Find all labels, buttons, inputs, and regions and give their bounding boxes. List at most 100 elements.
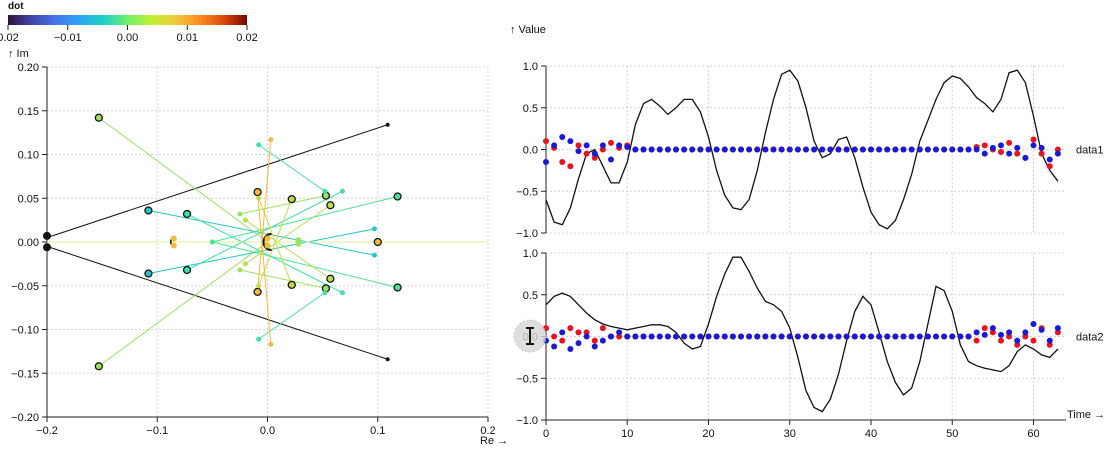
blue-point <box>640 333 647 340</box>
series-line <box>545 69 1059 230</box>
red-point <box>591 154 598 161</box>
red-point <box>608 139 614 146</box>
left-segment <box>245 204 331 265</box>
red-point <box>1022 333 1029 340</box>
blue-point <box>859 333 866 340</box>
blue-point <box>664 146 671 153</box>
blue-point <box>851 333 858 340</box>
right-y-tick-label: −1.0 <box>516 415 538 427</box>
red-point <box>989 329 996 336</box>
left-segment <box>186 190 343 271</box>
left-point <box>182 209 192 219</box>
blue-point <box>689 333 696 340</box>
blue-point <box>843 146 850 153</box>
blue-point <box>900 146 907 153</box>
blue-point <box>632 146 639 153</box>
right-y-tick-label: 0.5 <box>523 290 538 302</box>
colorbar-tick-label: 0.01 <box>177 32 198 44</box>
left-x-tick-label: 0.1 <box>370 425 385 437</box>
blue-point <box>616 142 623 149</box>
left-point <box>256 142 262 148</box>
blue-point <box>892 333 899 340</box>
blue-point <box>543 159 549 166</box>
left-axes: −0.2 −0.1 0.0 0.1 0.2 0.20 0.15 0.10 0.05 0.00 −0.… <box>11 62 495 437</box>
right-y-tick-label: 1.0 <box>523 248 538 260</box>
left-y-tick-label: −0.10 <box>11 325 39 337</box>
blue-point <box>859 146 866 153</box>
blue-point <box>811 146 818 153</box>
red-point <box>1046 341 1053 348</box>
blue-point <box>868 333 874 340</box>
right-y-tick-label: −1.0 <box>516 228 538 240</box>
red-point <box>1030 136 1037 143</box>
red-point <box>567 163 574 170</box>
red-point <box>599 325 606 332</box>
complex-plane-plot: −0.2 −0.1 0.0 0.1 0.2 0.20 0.15 0.10 0.05 0.00 −0.… <box>8 48 508 447</box>
blue-point <box>583 333 590 340</box>
blue-point <box>575 148 582 155</box>
left-point <box>209 239 215 245</box>
blue-point <box>989 144 996 151</box>
blue-point <box>1014 144 1021 151</box>
colorbar: dot 0.02 −0.01 0.00 0.01 0.02 <box>0 1 258 44</box>
blue-point <box>705 333 712 340</box>
colorbar-gradient <box>8 15 247 25</box>
blue-point <box>583 142 590 149</box>
left-y-tick-label: 0.05 <box>18 193 39 205</box>
right-axes: 1.00.50.0−0.5−1.0data11.00.50.0−0.5−1.0d… <box>516 61 1103 440</box>
blue-point <box>998 331 1004 338</box>
red-point <box>583 150 590 157</box>
red-point <box>575 329 582 336</box>
right-x-tick-label: 60 <box>1027 428 1039 440</box>
left-point <box>237 267 243 273</box>
left-segment <box>186 213 343 294</box>
blue-point <box>729 333 736 340</box>
right-gridlines <box>545 65 1066 421</box>
blue-point <box>1054 325 1061 332</box>
left-segment <box>257 139 272 292</box>
blue-point <box>648 146 655 153</box>
left-y-tick-label: 0.20 <box>18 62 39 74</box>
blue-point <box>973 146 980 153</box>
left-segment <box>239 269 327 289</box>
red-point <box>1006 333 1013 340</box>
red-point <box>998 337 1004 344</box>
left-point <box>385 122 390 127</box>
left-segment <box>46 124 388 239</box>
left-point <box>373 237 382 247</box>
blue-point <box>876 333 883 340</box>
blue-point <box>803 333 809 340</box>
blue-point <box>949 333 956 340</box>
red-point <box>1046 163 1053 170</box>
left-point <box>385 357 390 362</box>
blue-point <box>843 333 850 340</box>
left-point <box>268 341 274 347</box>
blue-point <box>575 340 582 347</box>
blue-point <box>941 146 948 153</box>
left-y-tick-label: 0.15 <box>18 106 39 118</box>
blue-point <box>1054 150 1061 157</box>
left-point <box>170 235 177 242</box>
blue-point <box>608 333 614 340</box>
blue-point <box>762 333 769 340</box>
blue-point <box>778 333 785 340</box>
blue-point <box>721 146 728 153</box>
blue-point <box>551 142 558 149</box>
red-point <box>559 337 566 344</box>
blue-point <box>754 333 761 340</box>
left-point <box>170 242 177 249</box>
blue-point <box>559 329 566 336</box>
blue-point <box>738 146 744 153</box>
blue-point <box>591 150 598 157</box>
left-gridlines <box>46 66 489 418</box>
blue-point <box>981 331 988 338</box>
blue-point <box>673 146 679 153</box>
red-point <box>1014 341 1021 348</box>
blue-point <box>551 343 558 350</box>
left-segment <box>46 245 388 360</box>
red-point <box>1014 150 1021 157</box>
left-point <box>326 274 335 283</box>
left-origin-arc <box>262 233 272 251</box>
left-segment <box>257 192 272 345</box>
blue-point <box>957 146 964 153</box>
